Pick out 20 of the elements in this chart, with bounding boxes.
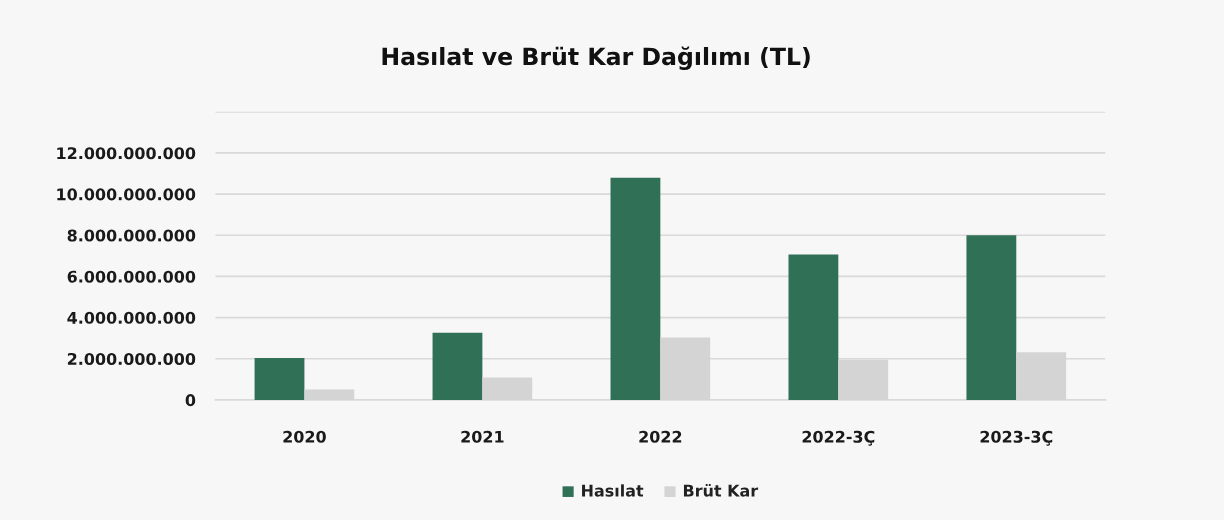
bar: [966, 235, 1017, 400]
legend-label: Hasılat: [582, 484, 644, 497]
chart-title: Hasılat ve Brüt Kar Dağılımı (TL): [382, 46, 810, 71]
y-tick-label: 8.000.000.000: [67, 229, 196, 242]
bar: [610, 177, 661, 400]
bar: [254, 357, 305, 400]
x-tick-label: 2020: [283, 430, 326, 443]
x-tick-label: 2021: [461, 430, 504, 443]
bar: [432, 332, 483, 400]
x-tick-label: 2022: [639, 430, 682, 443]
x-tick-label: 2023-3Ç: [980, 430, 1053, 446]
legend-label: Brüt Kar: [683, 484, 759, 497]
y-tick-label: 10.000.000.000: [57, 188, 196, 201]
bar: [788, 254, 839, 400]
y-tick-label: 6.000.000.000: [67, 270, 196, 283]
y-tick-label: 2.000.000.000: [67, 352, 196, 366]
y-tick-label: 12.000.000.000: [57, 147, 196, 160]
y-tick-label: 0: [185, 394, 196, 407]
x-tick-label: 2022-3Ç: [802, 430, 875, 446]
y-tick-label: 4.000.000.000: [67, 311, 196, 324]
